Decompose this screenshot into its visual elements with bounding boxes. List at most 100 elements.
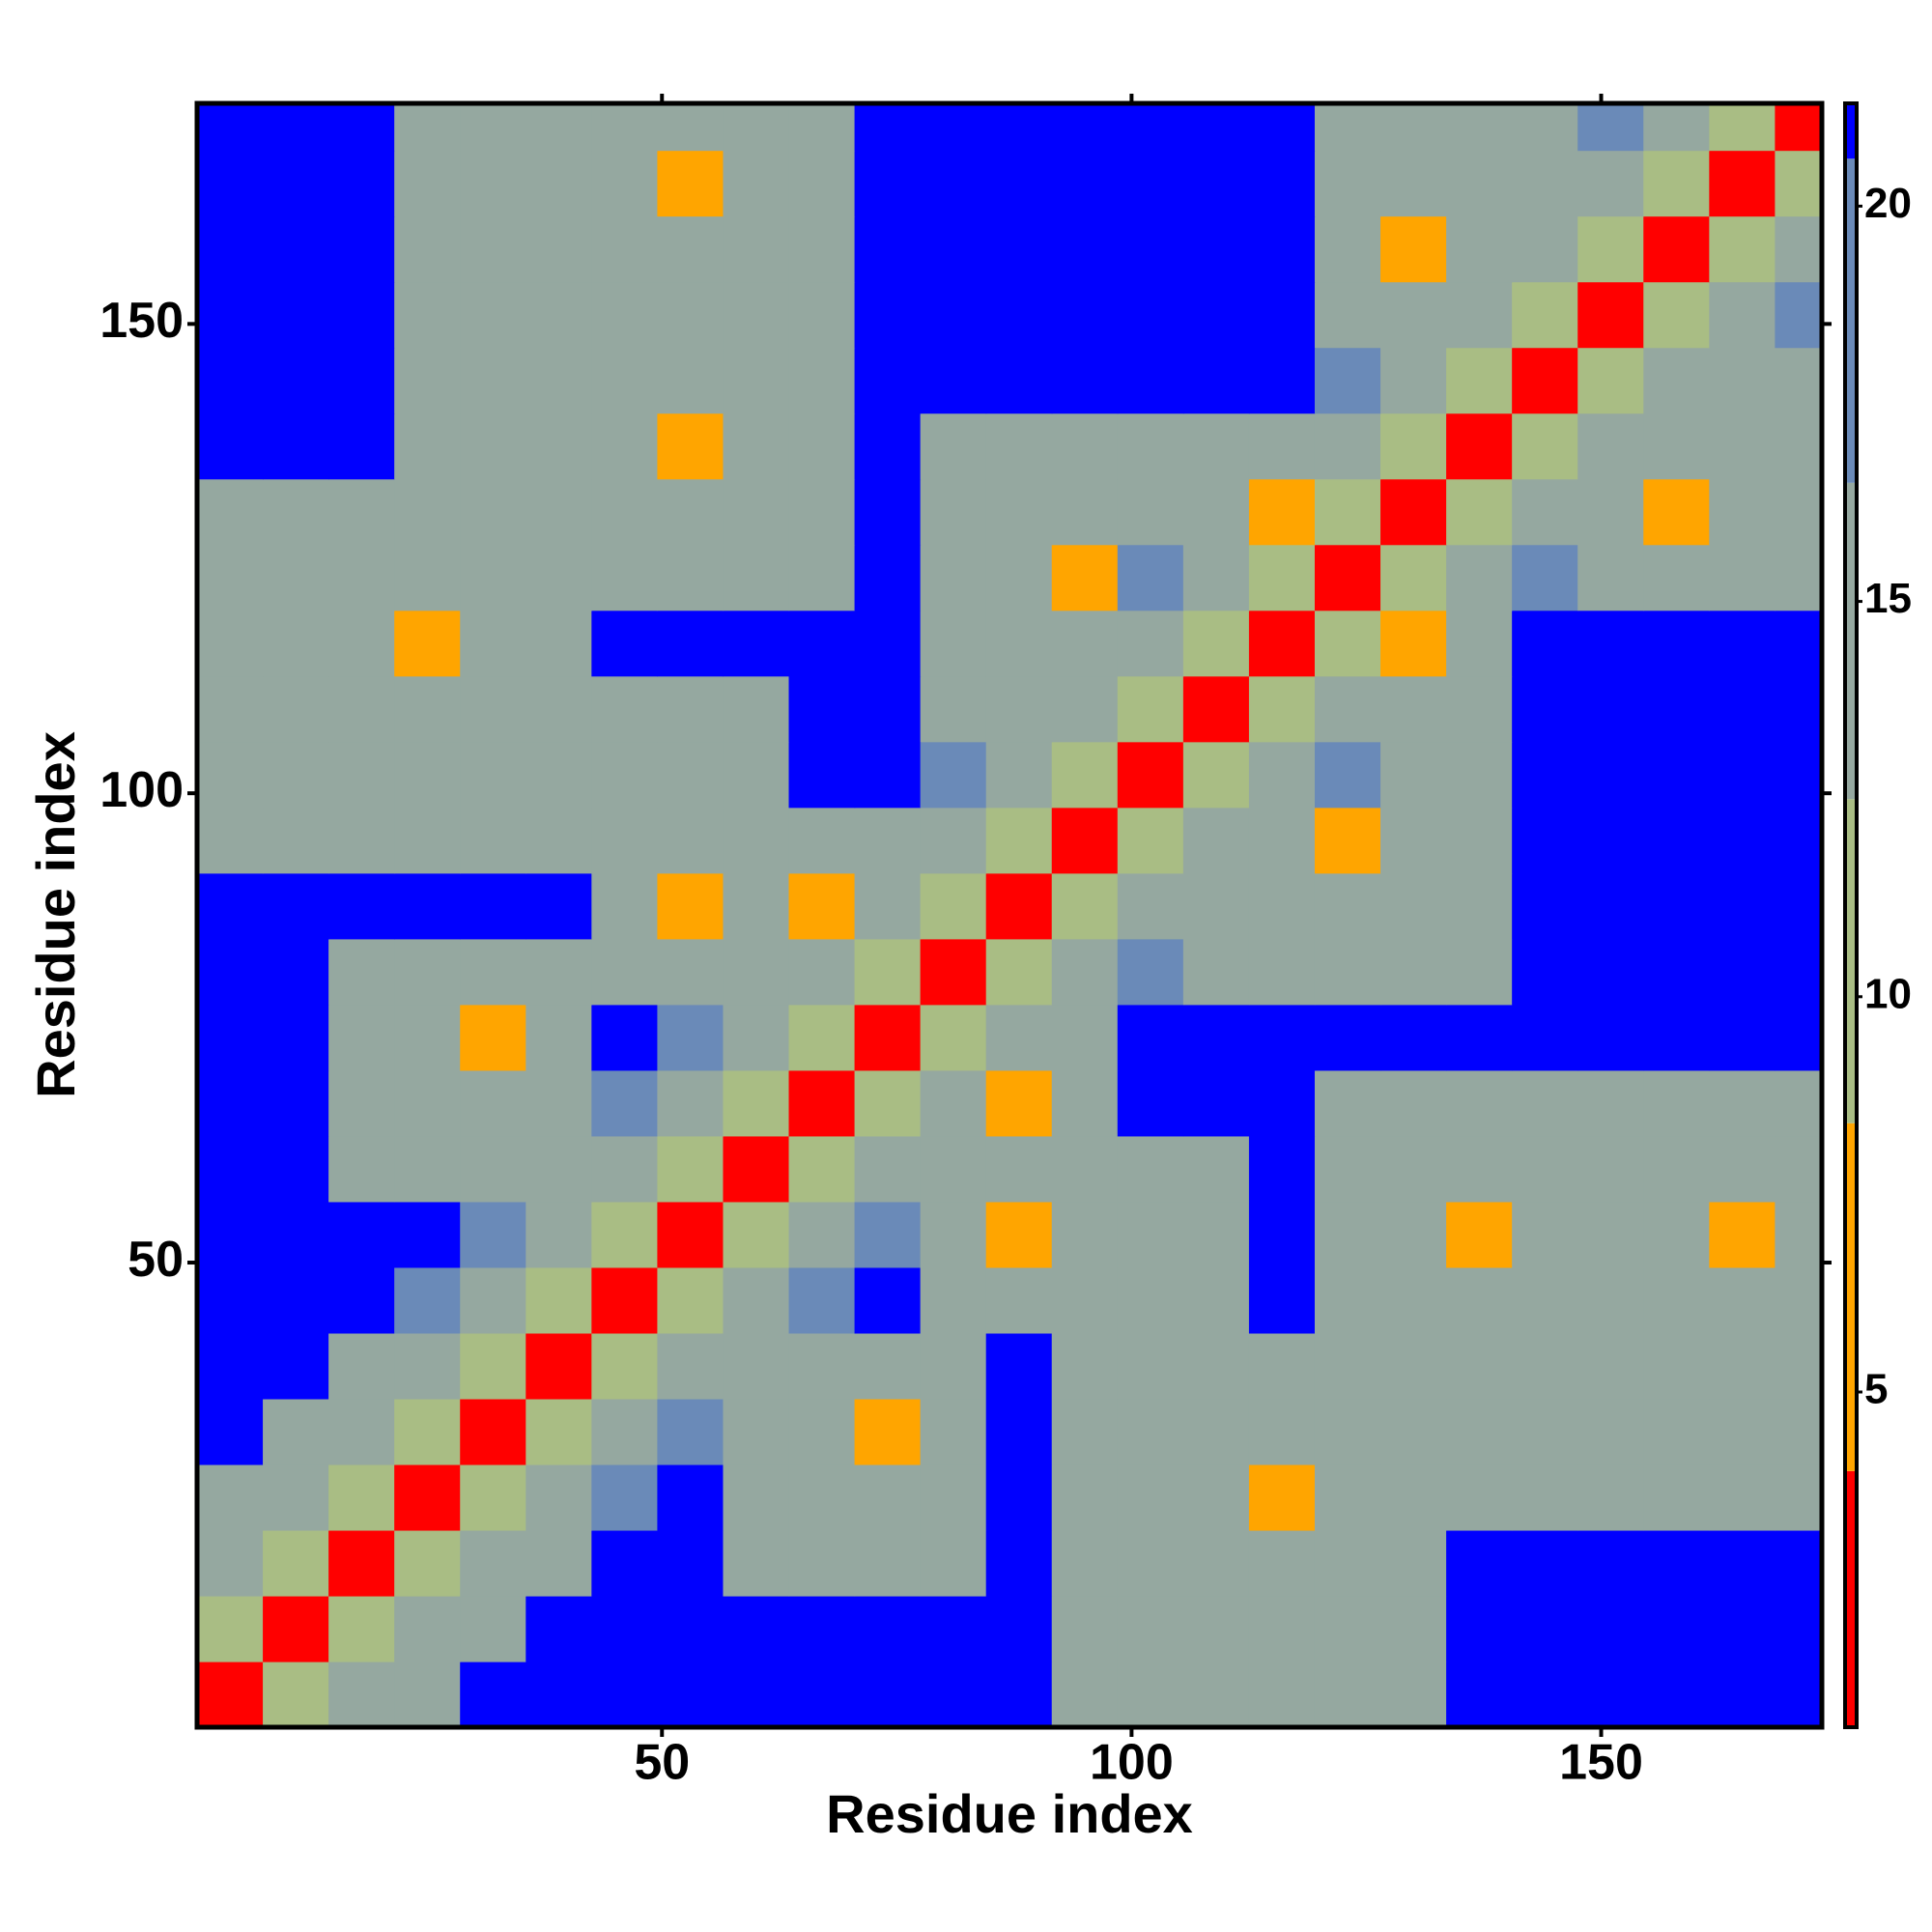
heatmap-cell [1182,1398,1250,1465]
heatmap-cell [460,741,526,809]
heatmap-cell [1051,1332,1119,1400]
heatmap-cell [197,544,264,611]
heatmap-cell [1117,872,1184,940]
heatmap-cell [394,1529,461,1597]
heatmap-cell [920,1595,987,1662]
heatmap-cell [1051,1595,1119,1662]
heatmap-cell [1380,1463,1447,1531]
heatmap-cell [1380,872,1447,940]
heatmap-cell [1380,741,1447,809]
heatmap-cell [1314,1266,1381,1334]
heatmap-cell [1248,1661,1316,1728]
heatmap-cell [920,1201,987,1268]
heatmap-cell [1248,103,1316,152]
heatmap-cell [985,1529,1053,1597]
heatmap-cell [1117,215,1184,283]
heatmap-cell [1577,478,1644,546]
heatmap-cell [1775,347,1823,414]
heatmap-cell [657,412,724,480]
heatmap-cell [1775,1661,1823,1728]
heatmap-cell [197,1398,264,1465]
heatmap-cell [1117,347,1184,414]
heatmap-cell [328,1332,395,1400]
heatmap-cell [1051,281,1119,349]
heatmap-cell [1117,1069,1184,1137]
heatmap-cell [1709,150,1776,217]
heatmap-cell [1248,150,1316,217]
heatmap-cell [1446,872,1513,940]
heatmap-cell [1446,1661,1513,1728]
heatmap-cell [1446,347,1513,414]
heatmap-cell [1182,1004,1250,1071]
heatmap-cell [1248,544,1316,611]
heatmap-cell [197,150,264,217]
heatmap-cells [197,103,1823,1728]
heatmap-cell [1314,1398,1381,1465]
heatmap-cell [1182,807,1250,874]
heatmap-cell [985,610,1053,677]
heatmap-cell [1709,544,1776,611]
heatmap-cell [985,281,1053,349]
heatmap-cell [1775,1332,1823,1400]
heatmap-cell [657,478,724,546]
heatmap-cell [723,1661,790,1728]
heatmap-cell [394,1004,461,1071]
heatmap-cell [1182,347,1250,414]
heatmap-cell [788,1661,856,1728]
heatmap-cell [1512,1201,1578,1268]
heatmap-cell [788,610,856,677]
heatmap-cell [263,1529,329,1597]
heatmap-cell [788,1004,856,1071]
heatmap-cell [1051,1266,1119,1334]
heatmap-cell [394,1463,461,1531]
heatmap-cell [591,1069,659,1137]
heatmap-cell [1577,103,1644,152]
heatmap-cell [854,1529,922,1597]
heatmap-cell [394,103,461,152]
heatmap-cell [328,103,395,152]
heatmap-cell [1182,1661,1250,1728]
heatmap-cell [1314,412,1381,480]
heatmap-cell [1117,103,1184,152]
heatmap-cell [657,1332,724,1400]
heatmap-cell [1182,478,1250,546]
heatmap-cell [1512,807,1578,874]
heatmap-cell [1380,412,1447,480]
heatmap-cell [328,544,395,611]
heatmap-cell [1314,1069,1381,1137]
heatmap-cell [328,872,395,940]
heatmap-cell [526,1595,592,1662]
heatmap-cell [723,281,790,349]
heatmap-cell [920,610,987,677]
heatmap-cell [985,150,1053,217]
heatmap-cell [723,1266,790,1334]
heatmap-cell [788,1398,856,1465]
heatmap-cell [1248,215,1316,283]
heatmap-cell [1643,872,1710,940]
heatmap-cell [1577,347,1644,414]
heatmap-cell [591,1135,659,1203]
heatmap-cell [788,347,856,414]
heatmap-cell [328,675,395,743]
heatmap-cell [1380,478,1447,546]
heatmap-cell [263,872,329,940]
heatmap-cell [1512,1069,1578,1137]
heatmap-cell [985,103,1053,152]
heatmap-cell [1512,1266,1578,1334]
heatmap-cell [328,741,395,809]
heatmap-cell [854,1332,922,1400]
heatmap-cell [985,347,1053,414]
heatmap-cell [1775,103,1823,152]
heatmap-cell [460,150,526,217]
heatmap-cell [328,412,395,480]
heatmap-cell [854,347,922,414]
heatmap-cell [526,610,592,677]
heatmap-cell [1446,1069,1513,1137]
heatmap-cell [1117,1529,1184,1597]
heatmap-cell [1182,1266,1250,1334]
heatmap-cell [1117,1266,1184,1334]
heatmap-cell [985,478,1053,546]
heatmap-cell [1709,610,1776,677]
heatmap-cell [1380,1332,1447,1400]
heatmap-cell [1380,281,1447,349]
